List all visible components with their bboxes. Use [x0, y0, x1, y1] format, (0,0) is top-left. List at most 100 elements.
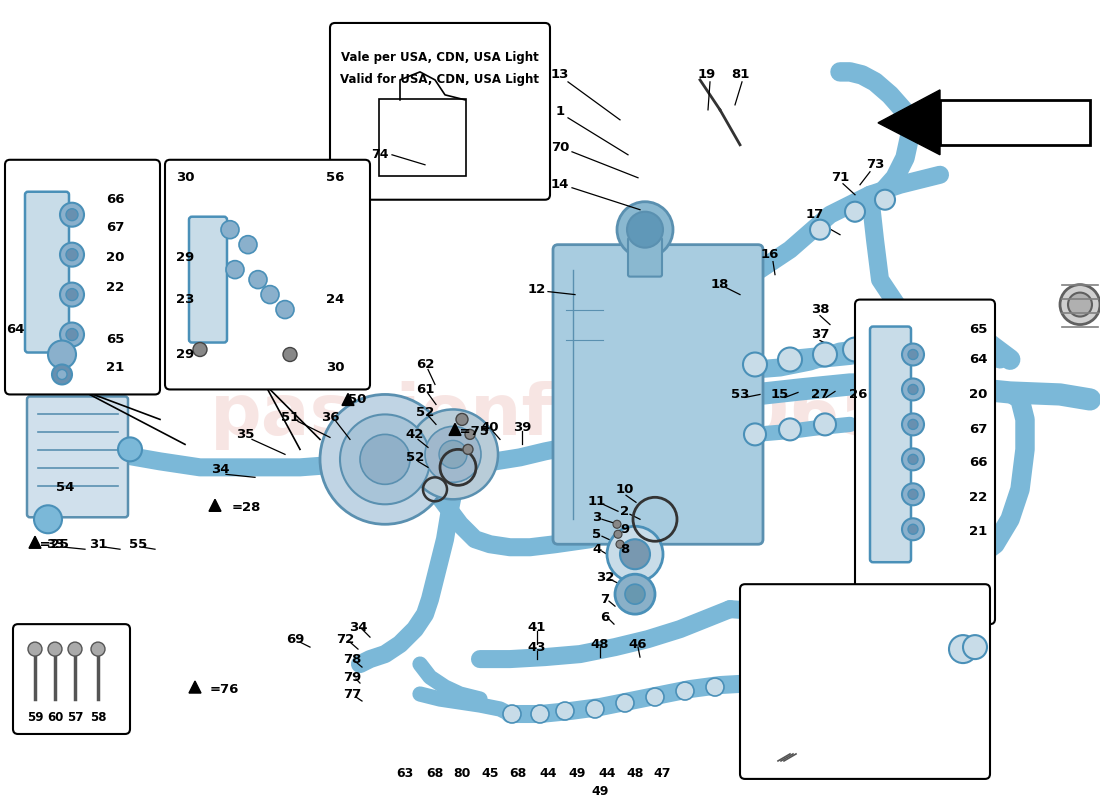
Text: 46: 46 [629, 638, 647, 650]
Circle shape [66, 209, 78, 221]
Circle shape [425, 426, 481, 482]
Text: 11: 11 [587, 495, 606, 508]
Text: 72: 72 [336, 633, 354, 646]
Text: 3: 3 [593, 510, 602, 524]
Text: 60: 60 [47, 710, 63, 723]
Text: 43: 43 [528, 641, 547, 654]
Text: =76: =76 [210, 682, 240, 695]
Circle shape [221, 221, 239, 238]
Circle shape [249, 270, 267, 289]
Circle shape [614, 530, 622, 538]
Text: 63: 63 [396, 767, 414, 781]
Text: 22: 22 [969, 491, 987, 504]
Polygon shape [878, 90, 940, 154]
Text: 29: 29 [176, 348, 194, 361]
Text: 70: 70 [551, 142, 569, 154]
Text: 21: 21 [106, 361, 124, 374]
Text: 37: 37 [811, 328, 829, 341]
Text: 78: 78 [343, 653, 361, 666]
Text: 68: 68 [509, 767, 527, 781]
Circle shape [586, 700, 604, 718]
Circle shape [66, 329, 78, 341]
Text: 56: 56 [326, 171, 344, 184]
Circle shape [118, 438, 142, 462]
Text: 21: 21 [969, 525, 987, 538]
Text: 67: 67 [969, 423, 987, 436]
Text: 12: 12 [528, 283, 546, 296]
Text: 55: 55 [129, 538, 147, 550]
Circle shape [57, 370, 67, 379]
Circle shape [902, 378, 924, 401]
Circle shape [744, 423, 766, 446]
Circle shape [408, 410, 498, 499]
Circle shape [814, 414, 836, 435]
Circle shape [617, 202, 673, 258]
FancyBboxPatch shape [13, 624, 130, 734]
Text: 50: 50 [348, 393, 366, 406]
Polygon shape [449, 423, 461, 435]
Text: 80: 80 [453, 767, 471, 781]
Circle shape [615, 574, 654, 614]
Text: 16: 16 [761, 248, 779, 261]
Text: 24: 24 [326, 293, 344, 306]
Text: 48: 48 [591, 638, 609, 650]
Text: 27: 27 [811, 388, 829, 401]
Circle shape [908, 524, 918, 534]
Circle shape [192, 342, 207, 357]
Text: 51: 51 [280, 411, 299, 424]
Text: 64: 64 [6, 323, 24, 336]
Text: 6: 6 [601, 610, 609, 624]
Text: 31: 31 [89, 538, 107, 550]
Text: 57: 57 [67, 710, 84, 723]
Text: 64: 64 [969, 353, 988, 366]
Circle shape [261, 286, 279, 303]
Circle shape [843, 338, 867, 362]
FancyBboxPatch shape [165, 160, 370, 390]
Text: 44: 44 [598, 767, 616, 781]
Polygon shape [209, 499, 221, 511]
Circle shape [1068, 293, 1092, 317]
Text: 42: 42 [406, 428, 425, 441]
Circle shape [908, 385, 918, 394]
Text: 29: 29 [176, 251, 194, 264]
Circle shape [949, 635, 977, 663]
Text: 61: 61 [416, 383, 434, 396]
Text: 10: 10 [616, 483, 635, 496]
Text: 69: 69 [286, 633, 305, 646]
Circle shape [616, 694, 634, 712]
Text: Valid for USA, CDN, USA Light: Valid for USA, CDN, USA Light [341, 74, 539, 86]
Text: 18: 18 [711, 278, 729, 291]
Circle shape [60, 202, 84, 226]
Text: 33: 33 [46, 538, 64, 550]
Text: 19: 19 [697, 68, 716, 82]
Text: 66: 66 [106, 194, 124, 206]
Text: 36: 36 [321, 411, 339, 424]
Text: 22: 22 [106, 281, 124, 294]
Circle shape [28, 642, 42, 656]
Circle shape [620, 539, 650, 570]
Circle shape [616, 540, 624, 548]
Text: 34: 34 [211, 463, 229, 476]
Text: 44: 44 [539, 767, 557, 781]
Circle shape [676, 682, 694, 700]
Text: 26: 26 [849, 388, 867, 401]
Text: 54: 54 [56, 481, 74, 494]
Circle shape [902, 518, 924, 540]
FancyBboxPatch shape [628, 238, 662, 277]
Circle shape [1060, 285, 1100, 325]
Polygon shape [342, 394, 354, 406]
Circle shape [68, 642, 82, 656]
Circle shape [778, 347, 802, 371]
Text: 79: 79 [343, 670, 361, 683]
Circle shape [845, 202, 865, 222]
Text: 39: 39 [513, 421, 531, 434]
Polygon shape [29, 536, 41, 548]
Text: 48: 48 [626, 767, 644, 781]
Text: 14: 14 [551, 178, 569, 191]
Circle shape [556, 702, 574, 720]
Text: 40: 40 [481, 421, 499, 434]
Polygon shape [940, 100, 1090, 145]
Circle shape [456, 414, 468, 426]
Text: =25: =25 [35, 538, 69, 550]
Text: 58: 58 [90, 710, 107, 723]
